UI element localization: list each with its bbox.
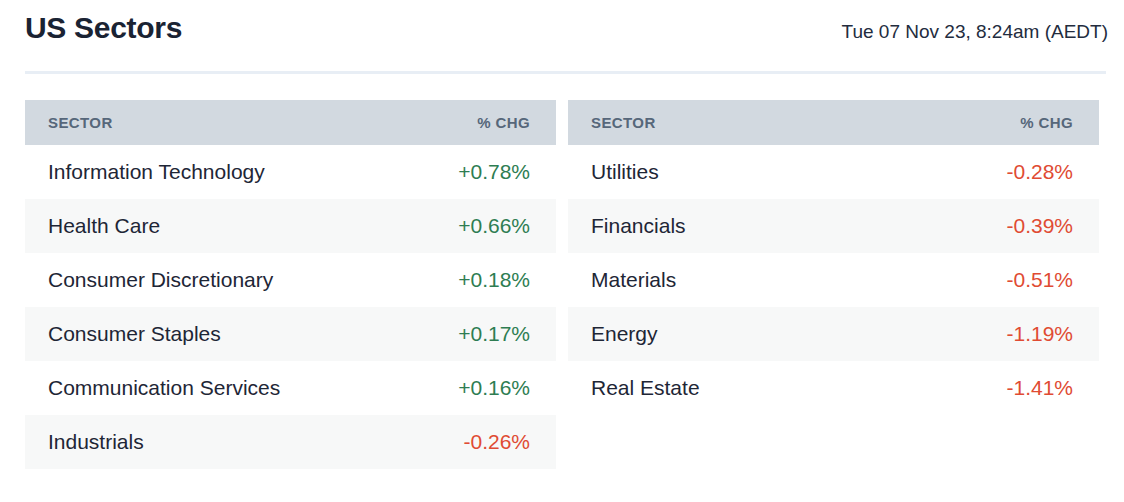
masthead: US Sectors Tue 07 Nov 23, 8:24am (AEDT) <box>25 10 1099 46</box>
sector-name: Consumer Discretionary <box>48 268 273 292</box>
sector-change: -0.39% <box>1006 214 1073 238</box>
sector-name: Real Estate <box>591 376 700 400</box>
sector-table-right: SECTOR % CHG Utilities -0.28% Financials… <box>568 100 1099 469</box>
sector-change: +0.66% <box>458 214 530 238</box>
sector-change: +0.78% <box>458 160 530 184</box>
sector-change: -0.26% <box>463 430 530 454</box>
column-header-sector: SECTOR <box>591 114 656 131</box>
sector-tables: SECTOR % CHG Information Technology +0.7… <box>25 100 1099 469</box>
sector-name: Consumer Staples <box>48 322 221 346</box>
timestamp: Tue 07 Nov 23, 8:24am (AEDT) <box>842 21 1108 43</box>
sector-name: Materials <box>591 268 676 292</box>
table-row: Materials -0.51% <box>568 253 1099 307</box>
page-title: US Sectors <box>25 10 182 46</box>
column-header-chg: % CHG <box>477 114 530 131</box>
table-row: Industrials -0.26% <box>25 415 556 469</box>
sector-name: Health Care <box>48 214 160 238</box>
table-body: Information Technology +0.78% Health Car… <box>25 145 556 469</box>
sector-name: Information Technology <box>48 160 265 184</box>
column-header-sector: SECTOR <box>48 114 113 131</box>
table-row: Consumer Discretionary +0.18% <box>25 253 556 307</box>
sector-change: -1.41% <box>1006 376 1073 400</box>
table-row: Health Care +0.66% <box>25 199 556 253</box>
sector-table-left: SECTOR % CHG Information Technology +0.7… <box>25 100 556 469</box>
table-body: Utilities -0.28% Financials -0.39% Mater… <box>568 145 1099 415</box>
table-row: Consumer Staples +0.17% <box>25 307 556 361</box>
sector-change: -1.19% <box>1006 322 1073 346</box>
table-row: Utilities -0.28% <box>568 145 1099 199</box>
table-header: SECTOR % CHG <box>568 100 1099 145</box>
sector-change: +0.17% <box>458 322 530 346</box>
sector-change: -0.51% <box>1006 268 1073 292</box>
table-row: Financials -0.39% <box>568 199 1099 253</box>
divider <box>25 71 1106 74</box>
sector-change: -0.28% <box>1006 160 1073 184</box>
sector-name: Industrials <box>48 430 144 454</box>
column-header-chg: % CHG <box>1020 114 1073 131</box>
table-row: Energy -1.19% <box>568 307 1099 361</box>
sector-name: Energy <box>591 322 658 346</box>
sector-name: Financials <box>591 214 686 238</box>
sector-name: Communication Services <box>48 376 280 400</box>
table-row: Communication Services +0.16% <box>25 361 556 415</box>
table-row: Information Technology +0.78% <box>25 145 556 199</box>
us-sectors-panel: US Sectors Tue 07 Nov 23, 8:24am (AEDT) … <box>0 0 1124 469</box>
sector-name: Utilities <box>591 160 659 184</box>
sector-change: +0.18% <box>458 268 530 292</box>
table-header: SECTOR % CHG <box>25 100 556 145</box>
sector-change: +0.16% <box>458 376 530 400</box>
table-row: Real Estate -1.41% <box>568 361 1099 415</box>
